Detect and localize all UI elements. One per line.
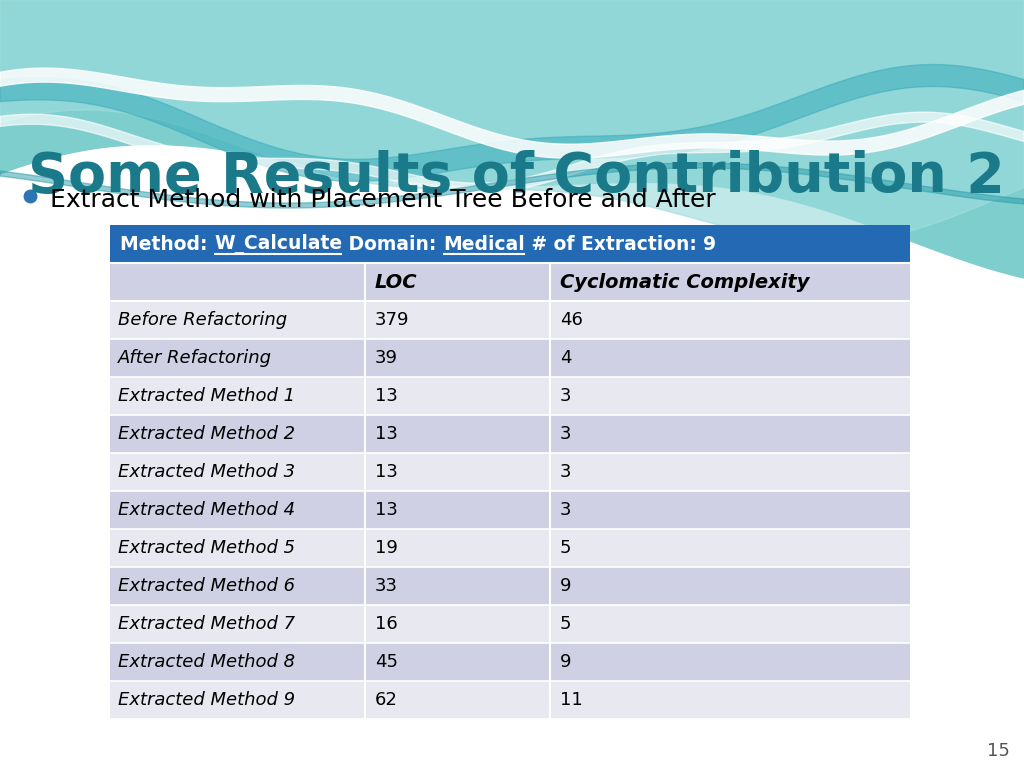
Text: Extracted Method 4: Extracted Method 4 bbox=[118, 501, 295, 519]
Text: Extract Method with Placement Tree Before and After: Extract Method with Placement Tree Befor… bbox=[50, 188, 716, 212]
Bar bbox=[110, 225, 910, 263]
Text: Medical: Medical bbox=[443, 234, 524, 253]
Text: 62: 62 bbox=[375, 691, 398, 709]
Text: 39: 39 bbox=[375, 349, 398, 367]
Text: 33: 33 bbox=[375, 577, 398, 595]
Text: After Refactoring: After Refactoring bbox=[118, 349, 272, 367]
Bar bbox=[110, 453, 910, 491]
Bar bbox=[110, 301, 910, 339]
Bar bbox=[110, 643, 910, 681]
Text: 16: 16 bbox=[375, 615, 397, 633]
Text: Extracted Method 7: Extracted Method 7 bbox=[118, 615, 295, 633]
Text: Extracted Method 5: Extracted Method 5 bbox=[118, 539, 295, 557]
Text: 11: 11 bbox=[560, 691, 583, 709]
Text: 9: 9 bbox=[560, 577, 571, 595]
Text: 13: 13 bbox=[375, 425, 398, 443]
Text: W_Calculate: W_Calculate bbox=[214, 234, 342, 254]
Bar bbox=[110, 263, 910, 301]
Text: Extracted Method 8: Extracted Method 8 bbox=[118, 653, 295, 671]
Text: Extracted Method 3: Extracted Method 3 bbox=[118, 463, 295, 481]
Bar bbox=[110, 339, 910, 377]
Text: Extracted Method 6: Extracted Method 6 bbox=[118, 577, 295, 595]
Bar bbox=[110, 491, 910, 529]
Text: 9: 9 bbox=[703, 234, 716, 253]
Text: 5: 5 bbox=[560, 539, 571, 557]
Text: 19: 19 bbox=[375, 539, 398, 557]
Text: 379: 379 bbox=[375, 311, 410, 329]
Text: 15: 15 bbox=[987, 742, 1010, 760]
Text: 13: 13 bbox=[375, 387, 398, 405]
Text: 3: 3 bbox=[560, 463, 571, 481]
Text: Before Refactoring: Before Refactoring bbox=[118, 311, 287, 329]
Text: Extracted Method 2: Extracted Method 2 bbox=[118, 425, 295, 443]
Text: # of Extraction:: # of Extraction: bbox=[524, 234, 703, 253]
Text: Extracted Method 9: Extracted Method 9 bbox=[118, 691, 295, 709]
Text: Method:: Method: bbox=[120, 234, 214, 253]
Text: LOC: LOC bbox=[375, 273, 418, 292]
Text: 5: 5 bbox=[560, 615, 571, 633]
Text: 9: 9 bbox=[560, 653, 571, 671]
Text: 4: 4 bbox=[560, 349, 571, 367]
Text: 45: 45 bbox=[375, 653, 398, 671]
Text: Some Results of Contribution 2: Some Results of Contribution 2 bbox=[28, 150, 1005, 204]
Text: 3: 3 bbox=[560, 387, 571, 405]
Bar bbox=[110, 567, 910, 605]
Text: 13: 13 bbox=[375, 501, 398, 519]
Bar bbox=[110, 605, 910, 643]
Text: 46: 46 bbox=[560, 311, 583, 329]
Text: Cyclomatic Complexity: Cyclomatic Complexity bbox=[560, 273, 810, 292]
Text: 3: 3 bbox=[560, 501, 571, 519]
Text: 13: 13 bbox=[375, 463, 398, 481]
Bar bbox=[110, 415, 910, 453]
Bar bbox=[110, 529, 910, 567]
Bar bbox=[110, 681, 910, 719]
Text: 3: 3 bbox=[560, 425, 571, 443]
Text: Domain:: Domain: bbox=[342, 234, 443, 253]
Bar bbox=[110, 377, 910, 415]
Text: Extracted Method 1: Extracted Method 1 bbox=[118, 387, 295, 405]
